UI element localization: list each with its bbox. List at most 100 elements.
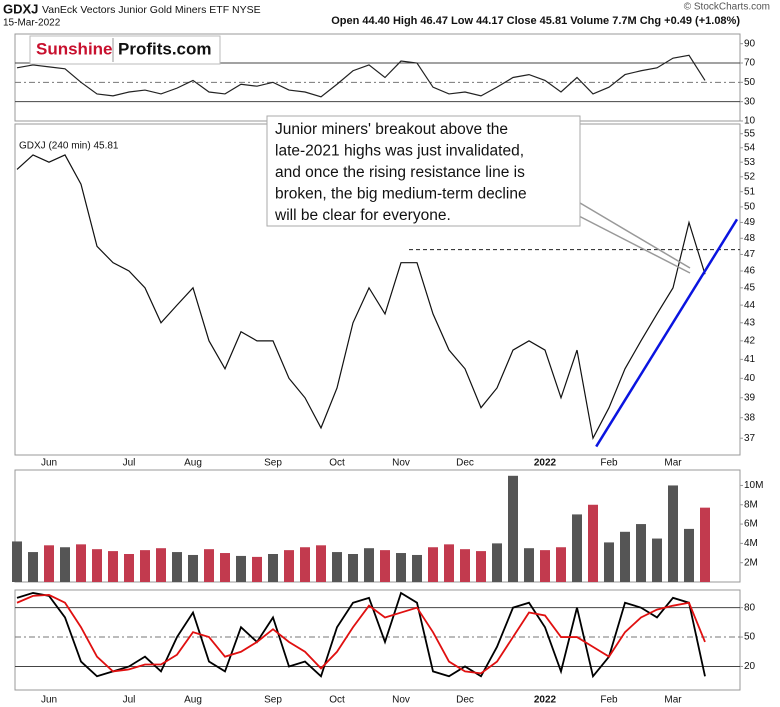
volume-bar: [12, 541, 22, 582]
y-tick-label: 37: [744, 433, 756, 444]
volume-bar: [236, 555, 246, 582]
volume-bar: [380, 550, 390, 582]
volume-bar: [572, 514, 582, 582]
x-tick-label: Dec: [456, 458, 474, 469]
y-tick-label: 43: [744, 317, 756, 328]
volume-bar: [412, 554, 422, 582]
x-tick-label: Feb: [600, 458, 618, 469]
y-tick-label: 50: [744, 202, 756, 213]
x-tick-label: Sep: [264, 695, 282, 706]
annotation: [266, 115, 691, 274]
volume-bar: [268, 554, 278, 582]
series-line: [16, 593, 706, 675]
y-tick-label: 50: [744, 632, 756, 643]
y-tick-label: 10M: [744, 480, 763, 491]
y-tick-label: 48: [744, 233, 756, 244]
date: 15-Mar-2022: [3, 18, 61, 29]
volume-bar: [428, 547, 438, 582]
volume-bar: [300, 547, 310, 582]
x-tick-label: Aug: [184, 458, 202, 469]
y-tick-label: 51: [744, 186, 756, 197]
x-tick-label: 2022: [534, 695, 557, 706]
volume-bar: [476, 551, 486, 582]
annotation-text: will be clear for everyone.: [274, 207, 451, 224]
x-tick-label: Oct: [329, 695, 345, 706]
annotation-arrow: [574, 213, 691, 274]
logo-brand: Sunshine: [36, 39, 113, 58]
y-tick-label: 46: [744, 266, 756, 277]
volume-bar: [252, 556, 262, 582]
annotation-box: [266, 115, 581, 227]
y-tick-label: 6M: [744, 519, 758, 530]
volume-bar: [44, 545, 54, 582]
y-tick-label: 4M: [744, 538, 758, 549]
logo-domain: Profits.com: [118, 39, 212, 58]
volume-bar: [156, 548, 166, 582]
volume-bar: [332, 552, 342, 582]
x-tick-label: 2022: [534, 458, 557, 469]
y-tick-label: 52: [744, 171, 756, 182]
annotation-text: broken, the big medium-term decline: [275, 186, 527, 203]
volume-bar: [620, 531, 630, 582]
x-tick-label: Oct: [329, 458, 345, 469]
x-tick-label: Dec: [456, 695, 474, 706]
volume-bar: [92, 549, 102, 582]
y-tick-label: 53: [744, 157, 756, 168]
annotation-text: late-2021 highs was just invalidated,: [275, 143, 524, 160]
volume-bar: [636, 524, 646, 582]
y-tick-label: 30: [744, 96, 756, 107]
x-tick-label: Jul: [123, 695, 136, 706]
volume-bar: [540, 550, 550, 582]
volume-bar: [172, 552, 182, 582]
volume-bar: [668, 485, 678, 582]
x-tick-label: Jul: [123, 458, 136, 469]
volume-bar: [60, 547, 70, 582]
y-tick-label: 20: [744, 661, 756, 672]
volume-bar: [348, 554, 358, 582]
x-tick-label: Sep: [264, 458, 282, 469]
volume-bar: [364, 548, 374, 582]
volume-bar: [604, 542, 614, 582]
y-tick-label: 49: [744, 217, 756, 228]
volume-bar: [188, 554, 198, 582]
series-line: [16, 54, 706, 98]
annotation-text: and once the rising resistance line is: [275, 164, 525, 181]
volume-bar: [684, 528, 694, 582]
y-tick-label: 39: [744, 392, 756, 403]
x-tick-label: Feb: [600, 695, 618, 706]
volume-bar: [700, 507, 710, 582]
volume-bar: [524, 548, 534, 582]
x-tick-label: Jun: [41, 695, 57, 706]
y-tick-label: 45: [744, 282, 756, 293]
y-tick-label: 2M: [744, 557, 758, 568]
annotation-text: Junior miners' breakout above the: [275, 121, 508, 138]
volume-bar: [460, 549, 470, 582]
legend-label: GDXJ (240 min) 45.81: [19, 141, 119, 152]
y-tick-label: 50: [744, 77, 756, 88]
trend-line: [595, 218, 739, 448]
series-line: [16, 591, 706, 679]
x-tick-label: Mar: [664, 458, 682, 469]
volume-bar: [108, 551, 118, 582]
description: VanEck Vectors Junior Gold Miners ETF NY…: [42, 4, 261, 16]
y-tick-label: 54: [744, 142, 756, 153]
y-tick-label: 44: [744, 300, 756, 311]
copyright: © StockCharts.com: [684, 2, 770, 13]
symbol: GDXJ: [3, 1, 38, 16]
logo: Sunshine Profits.com: [29, 35, 221, 65]
volume-bar: [492, 543, 502, 582]
volume-bar: [28, 552, 38, 582]
y-tick-label: 10: [744, 116, 756, 127]
annotation-arrow: [574, 199, 691, 269]
volume-bar: [588, 504, 598, 582]
y-tick-label: 41: [744, 354, 756, 365]
y-tick-label: 47: [744, 249, 756, 260]
y-tick-label: 42: [744, 335, 756, 346]
panel-frame: [14, 469, 741, 583]
volume-bar: [316, 545, 326, 582]
x-tick-label: Nov: [392, 458, 410, 469]
volume-bar: [140, 550, 150, 582]
y-tick-label: 40: [744, 373, 756, 384]
volume-bar: [556, 547, 566, 582]
y-tick-label: 38: [744, 412, 756, 423]
